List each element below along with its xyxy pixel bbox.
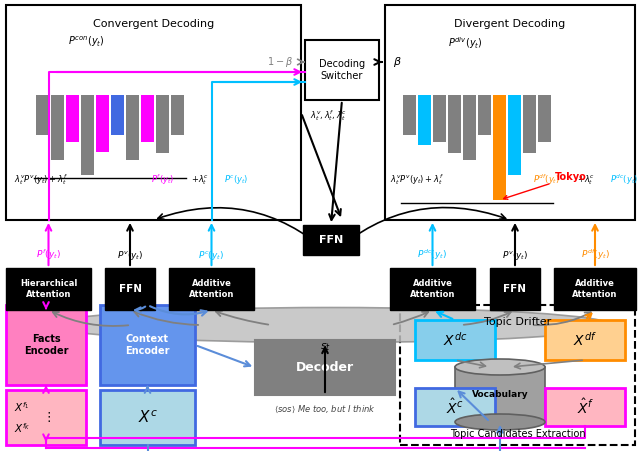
Text: $\vdots$: $\vdots$ [42, 410, 51, 424]
Ellipse shape [455, 414, 545, 430]
Text: Tokyo: Tokyo [504, 172, 586, 199]
Text: $X^{df}$: $X^{df}$ [573, 331, 597, 349]
Text: $P^c(y_t)$: $P^c(y_t)$ [198, 249, 225, 262]
Text: $X^{dc}$: $X^{dc}$ [443, 331, 467, 349]
FancyBboxPatch shape [100, 305, 195, 385]
Text: $s_t$: $s_t$ [321, 341, 332, 353]
Text: $P^f(y_t)$: $P^f(y_t)$ [151, 173, 174, 187]
Text: Hierarchical
Attention: Hierarchical Attention [20, 279, 77, 299]
FancyBboxPatch shape [6, 268, 91, 310]
FancyBboxPatch shape [100, 390, 195, 445]
Text: Topic Drifter: Topic Drifter [484, 317, 551, 327]
Text: Topic Candidates Extraction: Topic Candidates Extraction [450, 429, 586, 439]
Text: $\lambda_t^v, \lambda_t^f, \lambda_t^c$: $\lambda_t^v, \lambda_t^f, \lambda_t^c$ [310, 109, 347, 124]
Bar [66, 95, 79, 142]
Bar [493, 95, 506, 200]
Bar [141, 95, 154, 142]
Text: $P^{df}(y_t)$: $P^{df}(y_t)$ [580, 248, 609, 262]
Text: Context
Encoder: Context Encoder [125, 334, 170, 356]
Bar [96, 95, 109, 152]
Text: Divergent Decoding: Divergent Decoding [454, 19, 566, 29]
Bar [156, 95, 169, 153]
Ellipse shape [455, 359, 545, 375]
Text: $\hat{X}^c$: $\hat{X}^c$ [446, 397, 464, 417]
Text: $P^c(y_t)$: $P^c(y_t)$ [224, 174, 248, 187]
Text: $P^v(y_t)$: $P^v(y_t)$ [117, 249, 143, 262]
FancyBboxPatch shape [6, 305, 86, 385]
Text: Additive
Attention: Additive Attention [410, 279, 455, 299]
Bar [126, 95, 139, 160]
FancyBboxPatch shape [390, 268, 475, 310]
Text: FFN: FFN [319, 235, 343, 245]
Bar [508, 95, 521, 175]
Bar [81, 95, 94, 175]
Text: $P^{dc}(y_t)$: $P^{dc}(y_t)$ [417, 248, 447, 262]
Text: $+ \lambda_t^c$: $+ \lambda_t^c$ [577, 173, 595, 187]
FancyBboxPatch shape [169, 268, 254, 310]
FancyBboxPatch shape [105, 268, 155, 310]
Text: Facts
Encoder: Facts Encoder [24, 334, 68, 356]
Bar [171, 95, 184, 135]
FancyBboxPatch shape [400, 305, 635, 445]
FancyBboxPatch shape [305, 40, 379, 100]
Bar [51, 95, 64, 160]
Text: $\langle$sos$\rangle$ Me too, but I think: $\langle$sos$\rangle$ Me too, but I thin… [274, 404, 376, 414]
Bar [418, 95, 431, 145]
Text: $\beta$: $\beta$ [392, 55, 401, 69]
Text: $P^{dc}(y_t)$: $P^{dc}(y_t)$ [610, 173, 638, 187]
Text: $X^{f_1}$: $X^{f_1}$ [14, 400, 29, 414]
Text: $P^{con}(y_t)$: $P^{con}(y_t)$ [68, 35, 104, 50]
Bar [455, 367, 545, 422]
Text: $\lambda_t^v P^v(y_t) + \lambda_t^f$: $\lambda_t^v P^v(y_t) + \lambda_t^f$ [390, 173, 444, 188]
FancyBboxPatch shape [415, 320, 495, 360]
Text: $1 - \beta$: $1 - \beta$ [267, 55, 293, 69]
Text: $P^f(y_t)$: $P^f(y_t)$ [36, 248, 61, 262]
Bar [463, 95, 476, 160]
Bar [36, 95, 49, 135]
Text: Additive
Attention: Additive Attention [572, 279, 618, 299]
Text: $+ \lambda_t^c$: $+ \lambda_t^c$ [191, 173, 209, 187]
FancyBboxPatch shape [554, 268, 636, 310]
FancyBboxPatch shape [255, 340, 395, 395]
Text: $P^{df}(y_t)$: $P^{df}(y_t)$ [533, 173, 560, 187]
FancyBboxPatch shape [490, 268, 540, 310]
FancyBboxPatch shape [545, 388, 625, 426]
FancyBboxPatch shape [415, 388, 495, 426]
Bar [448, 95, 461, 153]
FancyBboxPatch shape [545, 320, 625, 360]
Text: $X^c$: $X^c$ [138, 409, 157, 426]
FancyBboxPatch shape [6, 390, 86, 445]
Bar [478, 95, 491, 135]
FancyBboxPatch shape [303, 225, 359, 255]
Ellipse shape [51, 308, 611, 342]
Text: FFN: FFN [118, 284, 141, 294]
Text: $P^{div}(y_t)$: $P^{div}(y_t)$ [447, 35, 483, 51]
FancyBboxPatch shape [6, 5, 301, 220]
Text: Decoding
Switcher: Decoding Switcher [319, 59, 365, 81]
Text: $\hat{X}^f$: $\hat{X}^f$ [577, 397, 593, 417]
Text: $\lambda_t^v P^v(y_t) + \lambda_t^f$: $\lambda_t^v P^v(y_t) + \lambda_t^f$ [14, 173, 68, 188]
Bar [403, 95, 416, 135]
Text: Additive
Attention: Additive Attention [189, 279, 234, 299]
Bar [523, 95, 536, 153]
Text: Convergent Decoding: Convergent Decoding [93, 19, 214, 29]
Text: Vocabulary: Vocabulary [472, 390, 528, 399]
Bar [111, 95, 124, 135]
Bar [538, 95, 551, 142]
Text: Decoder: Decoder [296, 361, 354, 374]
FancyBboxPatch shape [385, 5, 635, 220]
Text: $X^{f_K}$: $X^{f_K}$ [14, 421, 31, 435]
Text: FFN: FFN [504, 284, 527, 294]
Text: $P^v(y_t)$: $P^v(y_t)$ [502, 249, 528, 262]
Bar [433, 95, 446, 142]
